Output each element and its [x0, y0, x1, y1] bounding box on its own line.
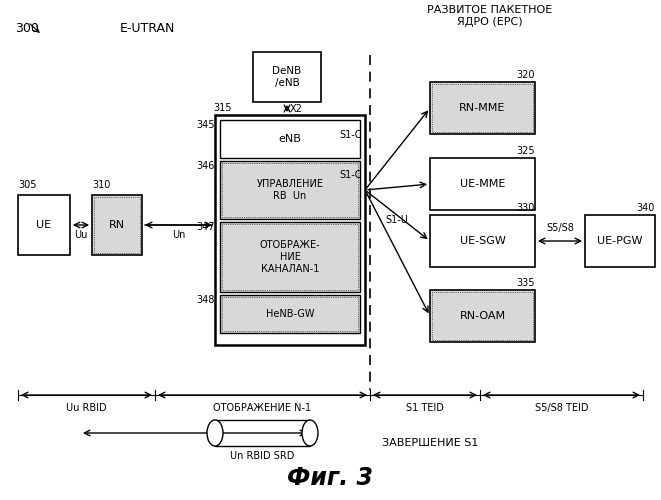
- Bar: [222, 224, 358, 290]
- Bar: [432, 292, 533, 340]
- Bar: [215, 115, 365, 345]
- Text: 345: 345: [196, 120, 215, 130]
- Text: 346: 346: [196, 161, 215, 171]
- Bar: [222, 163, 358, 217]
- Ellipse shape: [302, 420, 318, 446]
- Bar: [92, 195, 142, 255]
- Text: UE: UE: [36, 220, 52, 230]
- Text: 300: 300: [15, 22, 39, 35]
- Text: 320: 320: [516, 70, 535, 80]
- Text: 330: 330: [517, 203, 535, 213]
- Bar: [94, 197, 140, 253]
- Text: eNB: eNB: [278, 134, 301, 144]
- Text: 348: 348: [196, 295, 215, 305]
- Text: 340: 340: [637, 203, 655, 213]
- Text: S1 TEID: S1 TEID: [406, 403, 444, 413]
- Bar: [220, 222, 360, 292]
- Bar: [430, 290, 535, 342]
- Text: RN-OAM: RN-OAM: [459, 311, 506, 321]
- Text: Un: Un: [172, 230, 185, 240]
- Text: 305: 305: [18, 180, 36, 190]
- Text: UE-MME: UE-MME: [460, 179, 505, 189]
- Text: 325: 325: [516, 146, 535, 156]
- Text: Фиг. 3: Фиг. 3: [287, 466, 373, 490]
- Text: 335: 335: [516, 278, 535, 288]
- Text: S1-C: S1-C: [340, 170, 362, 180]
- Text: RN: RN: [109, 220, 125, 230]
- Bar: [18, 195, 70, 255]
- Text: S5/S8: S5/S8: [546, 223, 574, 233]
- Text: ЗАВЕРШЕНИЕ S1: ЗАВЕРШЕНИЕ S1: [382, 438, 478, 448]
- Text: S1-U: S1-U: [385, 215, 408, 225]
- Bar: [220, 295, 360, 333]
- Bar: [430, 82, 535, 134]
- Text: Uu RBID: Uu RBID: [66, 403, 107, 413]
- Text: ОТОБРАЖЕ-
НИЕ
КАНАЛАN-1: ОТОБРАЖЕ- НИЕ КАНАЛАN-1: [260, 240, 321, 274]
- Bar: [585, 215, 655, 267]
- Bar: [220, 161, 360, 219]
- Text: Uu: Uu: [74, 230, 88, 240]
- Text: 347: 347: [196, 222, 215, 232]
- Text: ОТОБРАЖЕНИЕ N-1: ОТОБРАЖЕНИЕ N-1: [214, 403, 311, 413]
- Text: РАЗВИТОЕ ПАКЕТНОЕ
ЯДРО (EPC): РАЗВИТОЕ ПАКЕТНОЕ ЯДРО (EPC): [428, 5, 553, 26]
- Text: UE-SGW: UE-SGW: [459, 236, 506, 246]
- Text: Un RBID SRD: Un RBID SRD: [230, 451, 295, 461]
- Bar: [432, 84, 533, 132]
- Bar: [215, 420, 310, 446]
- Bar: [222, 297, 358, 331]
- Text: 310: 310: [92, 180, 110, 190]
- Text: X2: X2: [290, 104, 303, 114]
- Ellipse shape: [207, 420, 223, 446]
- Text: S1-C: S1-C: [340, 130, 362, 140]
- Text: 315: 315: [213, 103, 231, 113]
- Text: S5/S8 TEID: S5/S8 TEID: [535, 403, 588, 413]
- Bar: [430, 215, 535, 267]
- Bar: [220, 120, 360, 158]
- Text: УПРАВЛЕНИЕ
RB  Un: УПРАВЛЕНИЕ RB Un: [256, 179, 323, 201]
- Text: HeNB-GW: HeNB-GW: [266, 309, 314, 319]
- Text: E-UTRAN: E-UTRAN: [120, 22, 175, 35]
- Bar: [430, 158, 535, 210]
- Text: DeNB
/eNB: DeNB /eNB: [272, 66, 301, 88]
- Text: RN-MME: RN-MME: [459, 103, 506, 113]
- Text: UE-PGW: UE-PGW: [598, 236, 642, 246]
- Bar: [253, 52, 321, 102]
